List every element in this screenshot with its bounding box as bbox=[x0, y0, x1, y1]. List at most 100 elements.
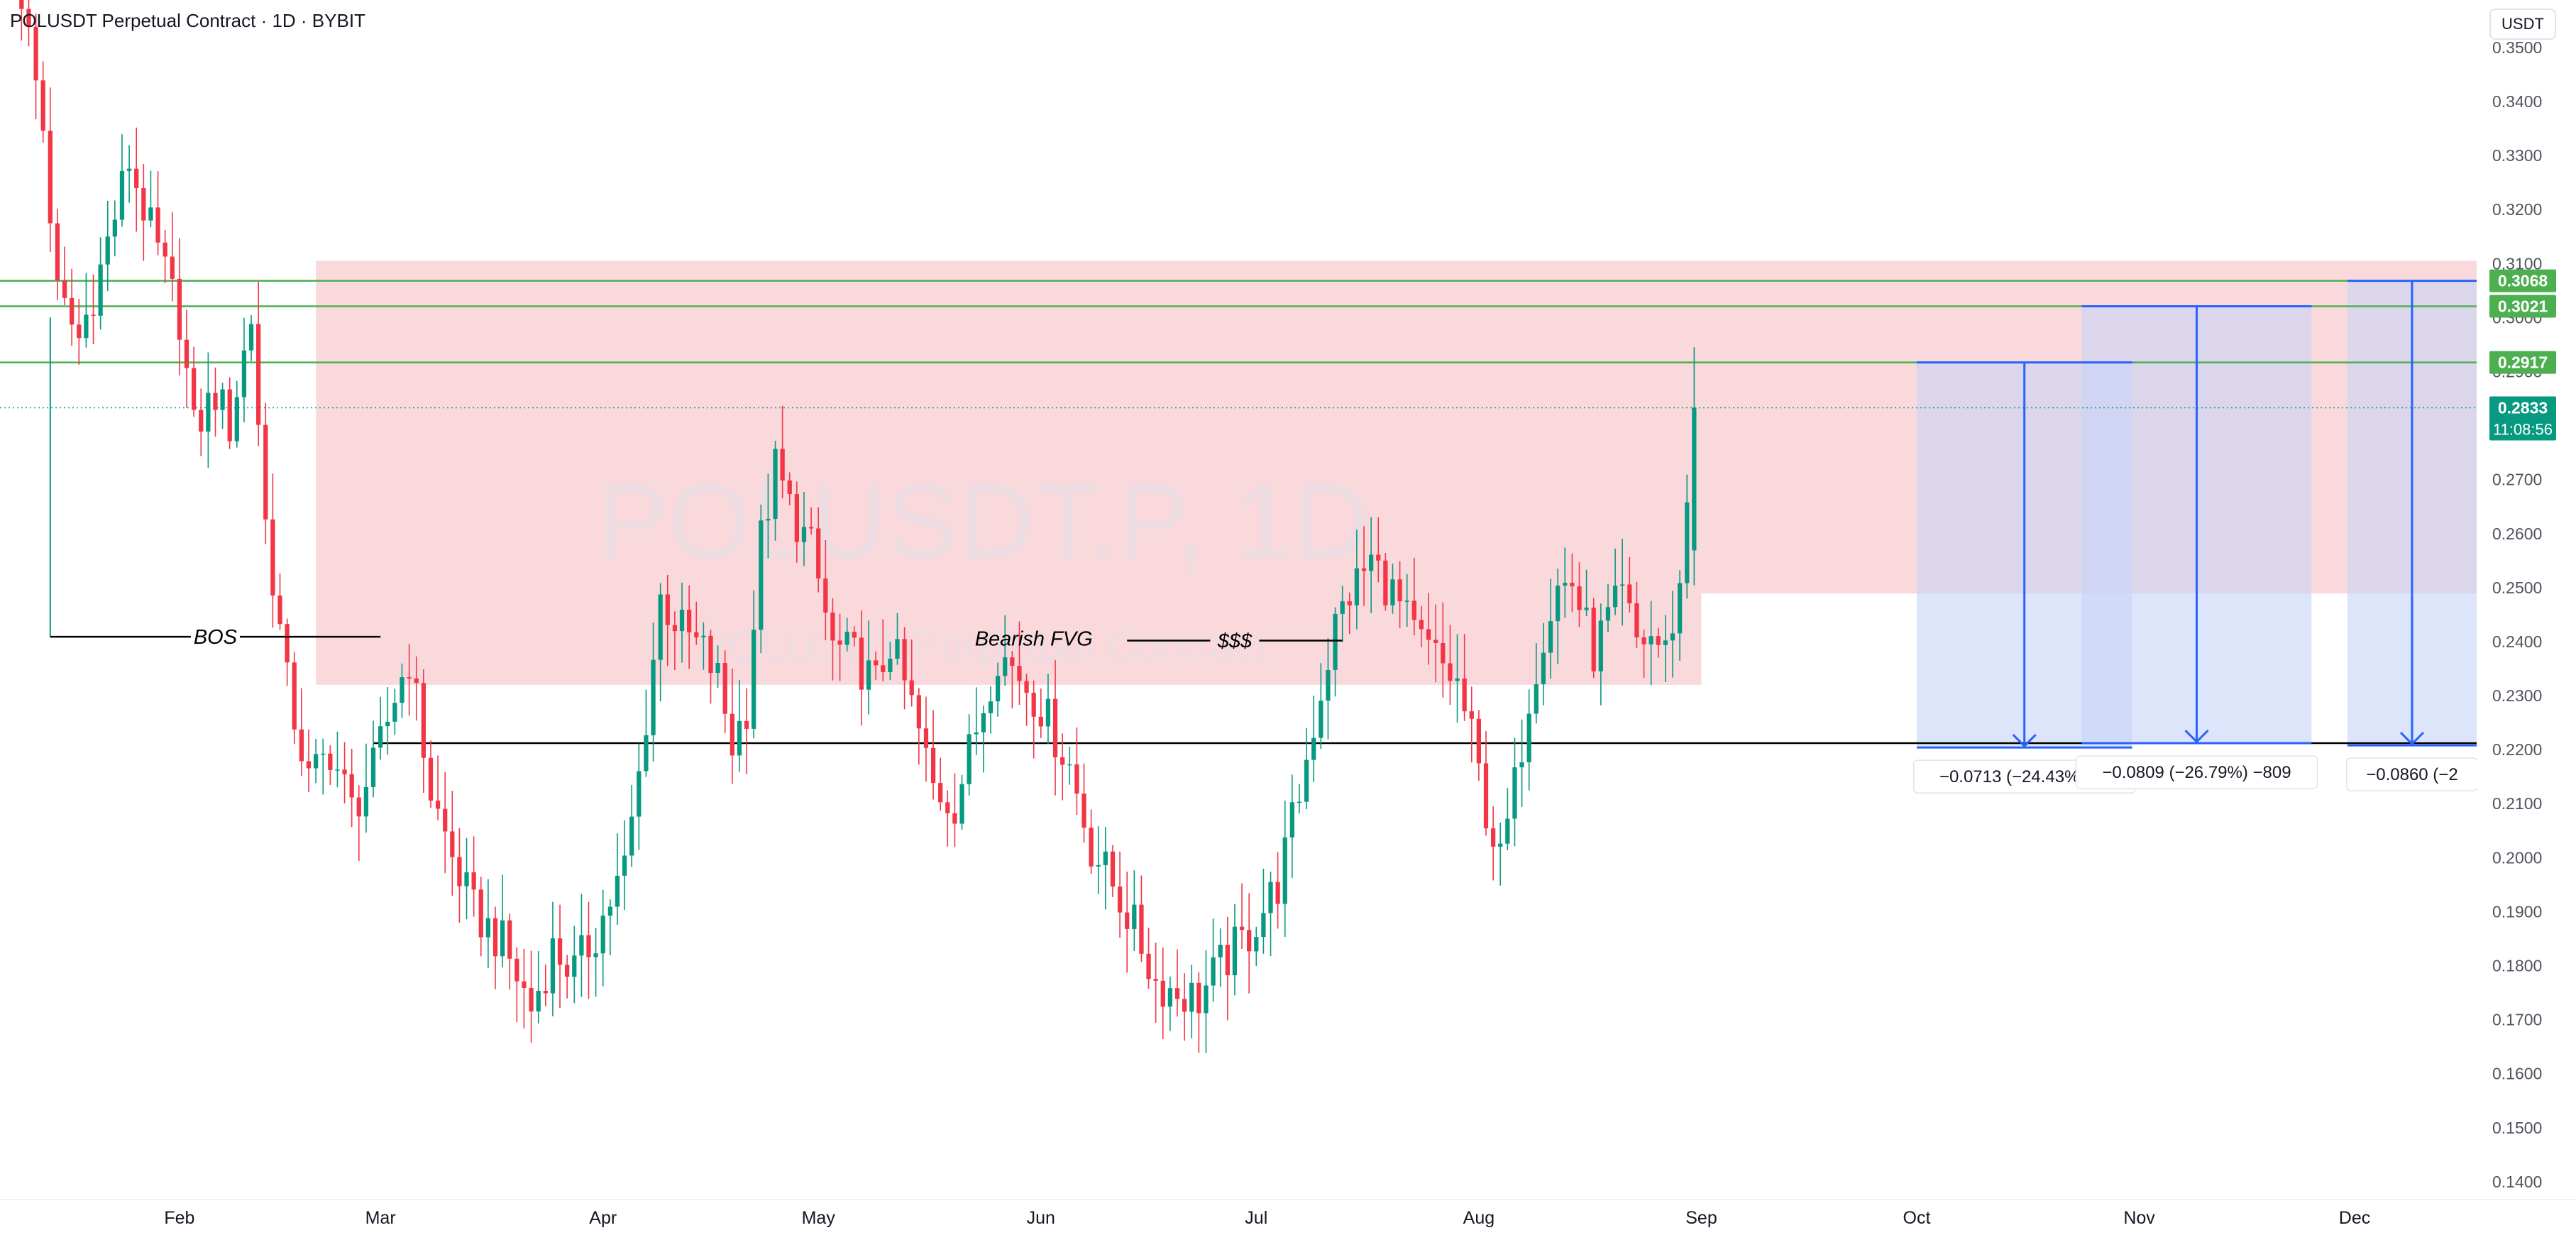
price-label-badge bbox=[2489, 351, 2556, 374]
candle-body bbox=[40, 80, 45, 131]
candle-body bbox=[313, 754, 319, 769]
candle bbox=[443, 772, 448, 874]
candle bbox=[62, 246, 67, 306]
candle-body bbox=[507, 920, 512, 959]
candle bbox=[1024, 674, 1029, 726]
candle-body bbox=[1347, 601, 1352, 605]
candle-body bbox=[759, 520, 764, 630]
candle bbox=[701, 622, 706, 670]
candle-body bbox=[1132, 904, 1137, 929]
candle bbox=[1017, 621, 1022, 706]
candle-body bbox=[752, 630, 756, 729]
candle-body bbox=[1003, 657, 1008, 676]
candle-body bbox=[1441, 642, 1446, 664]
price-label-badge bbox=[2489, 295, 2556, 318]
candle-body bbox=[478, 889, 483, 938]
candle-body bbox=[536, 990, 541, 1012]
measure-arrow-head bbox=[2012, 734, 2037, 748]
candle bbox=[378, 696, 383, 760]
candle bbox=[1556, 569, 1561, 664]
candle-body bbox=[1390, 579, 1395, 605]
price-axis-tick: 0.1700 bbox=[2492, 1011, 2542, 1029]
candle-body bbox=[881, 665, 886, 672]
candle bbox=[1383, 552, 1388, 611]
candle bbox=[1081, 763, 1086, 843]
candle bbox=[1239, 883, 1245, 949]
candle-body bbox=[744, 720, 749, 729]
candle-body bbox=[134, 168, 139, 189]
candle bbox=[514, 947, 519, 1023]
candle-body bbox=[428, 757, 434, 801]
candle bbox=[1404, 574, 1409, 627]
candle bbox=[629, 784, 634, 867]
candle-body bbox=[407, 677, 412, 679]
time-axis-tick: Sep bbox=[1685, 1208, 1717, 1228]
candle-body bbox=[1067, 764, 1072, 766]
price-label-badge bbox=[2489, 269, 2556, 292]
candle bbox=[492, 906, 498, 989]
candle-body bbox=[808, 527, 814, 529]
currency-button[interactable]: USDT bbox=[2489, 9, 2556, 40]
candle bbox=[1591, 598, 1596, 679]
candle-body bbox=[1045, 698, 1051, 727]
candle-body bbox=[1534, 684, 1539, 714]
candle bbox=[277, 573, 282, 630]
candle bbox=[1519, 719, 1524, 807]
candle bbox=[478, 877, 483, 957]
candle-body bbox=[1117, 887, 1123, 913]
candle-body bbox=[637, 771, 642, 817]
candle-body bbox=[1448, 663, 1453, 681]
time-axis-background bbox=[0, 1200, 2576, 1236]
candle-body bbox=[400, 677, 404, 703]
candle bbox=[148, 170, 153, 228]
candle-body bbox=[600, 915, 605, 954]
candle bbox=[457, 828, 462, 923]
candle bbox=[1620, 539, 1625, 626]
candle-body bbox=[830, 613, 835, 641]
candle-body bbox=[550, 938, 556, 994]
candle-body bbox=[852, 632, 857, 638]
candle bbox=[91, 274, 96, 345]
candle bbox=[1311, 696, 1316, 782]
candle-body bbox=[607, 906, 612, 916]
candle-body bbox=[385, 721, 390, 727]
candle bbox=[730, 669, 734, 784]
candle bbox=[464, 838, 469, 920]
candle bbox=[1010, 651, 1015, 708]
candle-body bbox=[1103, 851, 1108, 865]
candle bbox=[1196, 972, 1201, 1053]
candle bbox=[752, 590, 756, 739]
candle-body bbox=[737, 720, 742, 756]
candle bbox=[1060, 733, 1065, 801]
candle-body bbox=[967, 734, 971, 784]
candle bbox=[1211, 918, 1216, 1002]
candle bbox=[1612, 548, 1618, 615]
candle bbox=[1275, 852, 1280, 929]
candle-body bbox=[930, 747, 936, 784]
candle-body bbox=[959, 784, 964, 824]
candle bbox=[392, 688, 397, 735]
candle bbox=[1505, 788, 1510, 850]
candle bbox=[1390, 564, 1395, 614]
candle bbox=[1096, 826, 1101, 894]
time-axis-tick: Oct bbox=[1903, 1208, 1931, 1228]
candle bbox=[888, 642, 893, 681]
candle-body bbox=[1017, 666, 1022, 681]
candle-body bbox=[1081, 793, 1086, 828]
candle bbox=[1361, 526, 1367, 606]
candle-body bbox=[586, 935, 591, 958]
candle-body bbox=[363, 786, 369, 817]
candle-body bbox=[471, 872, 476, 890]
candle bbox=[1045, 674, 1051, 745]
candle bbox=[1512, 737, 1517, 847]
candle-body bbox=[335, 769, 340, 771]
candle-body bbox=[787, 480, 792, 494]
candle bbox=[579, 894, 584, 997]
candle-body bbox=[370, 747, 376, 787]
candle-body bbox=[1663, 640, 1668, 645]
candle-body bbox=[126, 168, 132, 171]
candle bbox=[715, 645, 720, 688]
candle bbox=[945, 790, 950, 847]
